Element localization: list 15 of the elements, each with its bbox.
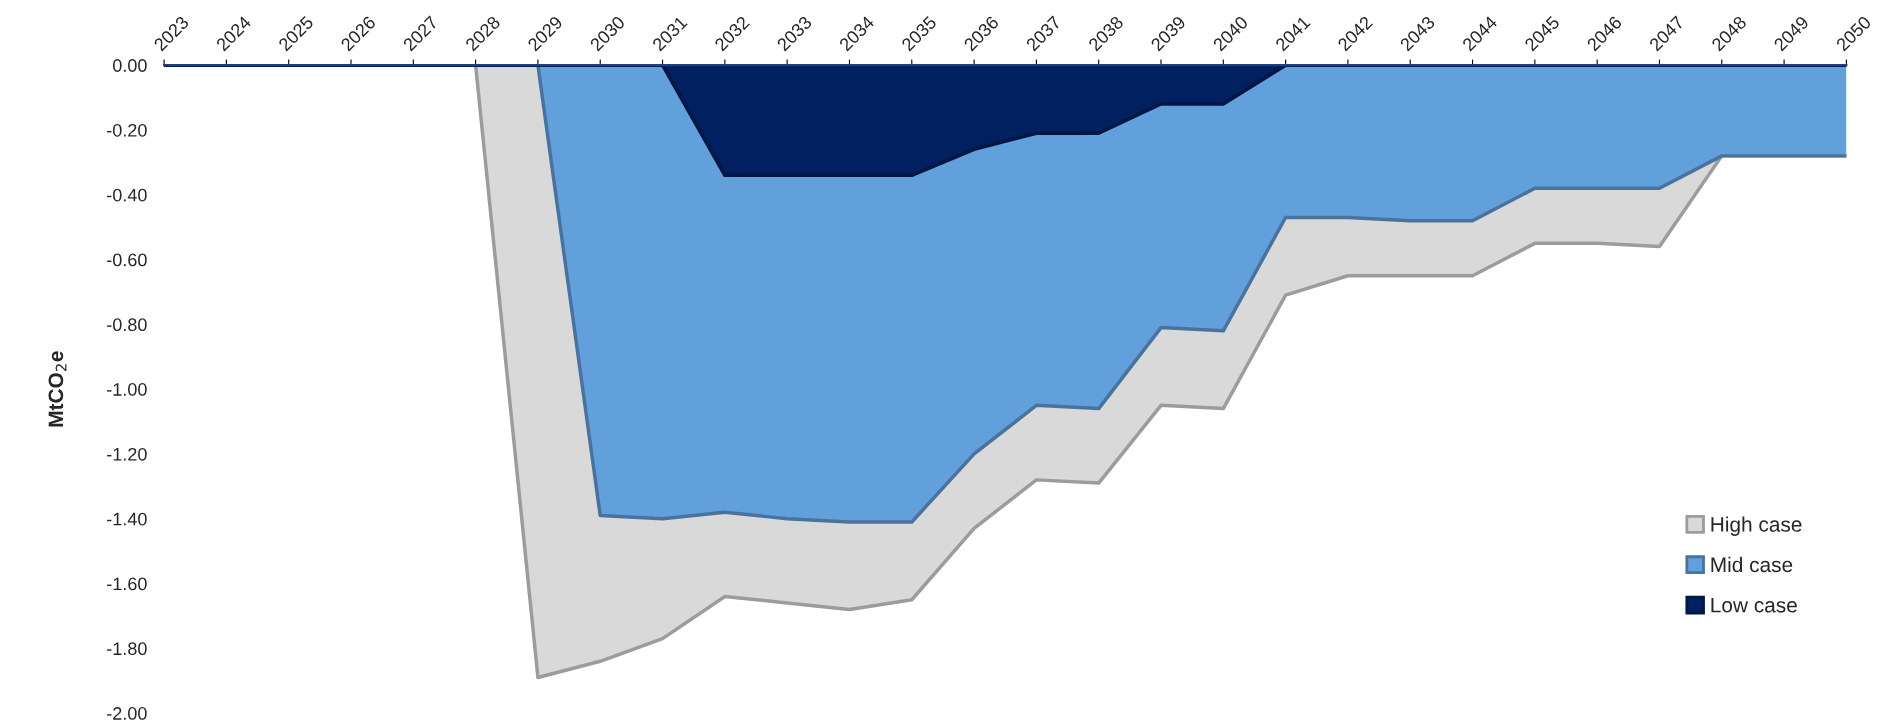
legend-label: Mid case xyxy=(1711,556,1793,573)
y-axis-title: MtCO$_{2}$e xyxy=(48,351,67,427)
legend-label: High case xyxy=(1711,516,1802,536)
y-tick-label: -1.80 xyxy=(107,642,147,656)
y-tick-label: -1.60 xyxy=(107,577,147,591)
y-tick-label: -1.00 xyxy=(107,383,147,396)
y-tick-label: -1.20 xyxy=(107,447,147,461)
y-tick-label: -0.40 xyxy=(107,188,147,202)
legend-label: Low case xyxy=(1711,597,1797,613)
y-tick-label: -0.80 xyxy=(107,318,147,332)
y-tick-label: -0.60 xyxy=(107,253,147,267)
y-tick-label: -1.40 xyxy=(107,512,147,526)
y-tick-label: -0.20 xyxy=(107,123,147,137)
y-tick-label: -2.00 xyxy=(107,707,147,720)
y-tick-label: 0.00 xyxy=(112,59,147,72)
